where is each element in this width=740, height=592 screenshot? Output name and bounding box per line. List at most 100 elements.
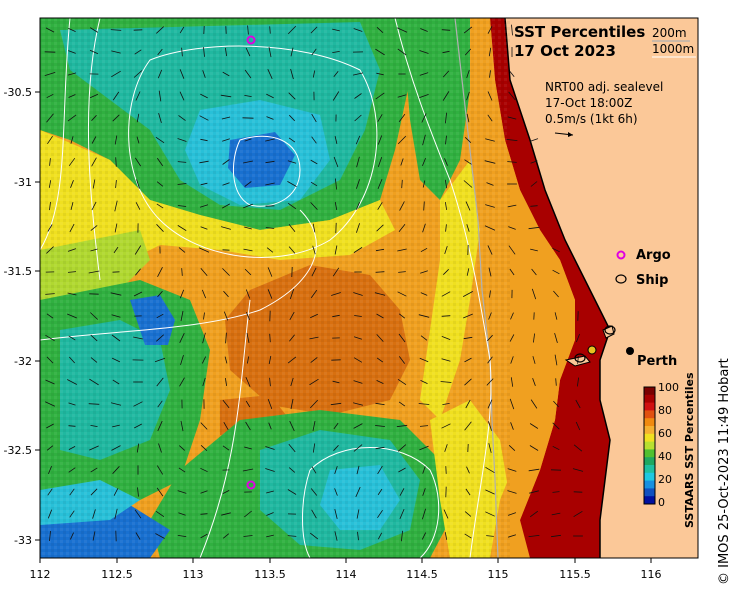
- current-vector: [573, 510, 583, 518]
- current-vector: [333, 156, 339, 168]
- current-vector: [288, 246, 296, 254]
- sealevel-contour-south-eddy: [302, 447, 440, 558]
- ship-marker-2[interactable]: [574, 353, 586, 363]
- current-vector: [506, 139, 518, 141]
- current-vector: [422, 134, 426, 146]
- current-vector: [244, 95, 252, 97]
- current-vector: [89, 445, 99, 451]
- current-vector: [486, 182, 494, 186]
- current-vector: [422, 488, 426, 496]
- perth-location-dot: [626, 347, 634, 355]
- current-vector: [137, 487, 139, 497]
- current-vector: [441, 423, 451, 429]
- current-vector: [156, 313, 164, 319]
- colorbar-swatch: [644, 387, 655, 396]
- current-vector: [266, 93, 274, 99]
- current-vector: [398, 401, 406, 407]
- current-vector: [67, 248, 77, 252]
- current-vector: [441, 29, 451, 31]
- current-vector: [46, 113, 54, 123]
- colorbar-swatch: [644, 426, 655, 435]
- sealevel-contour-center: [40, 209, 317, 558]
- current-vector: [398, 333, 406, 343]
- current-vector: [156, 26, 164, 34]
- current-vector: [223, 421, 229, 431]
- current-vector: [288, 443, 296, 453]
- current-vector: [156, 224, 164, 232]
- current-vector: [157, 48, 163, 56]
- current-vector: [376, 224, 384, 232]
- current-vector: [375, 48, 385, 56]
- current-vector: [376, 334, 384, 342]
- current-vector: [508, 245, 516, 255]
- current-vector: [377, 202, 383, 210]
- current-vector: [401, 530, 403, 542]
- current-vector: [485, 511, 495, 517]
- sst-region-coastal-red: [490, 18, 610, 558]
- current-vector: [310, 181, 318, 187]
- current-vector: [399, 508, 405, 520]
- colorbar-tick-80: 80: [658, 404, 672, 417]
- current-vector: [466, 113, 470, 123]
- current-vector: [463, 180, 473, 188]
- current-vector: [554, 332, 558, 344]
- current-vector: [222, 268, 230, 276]
- current-vector: [244, 181, 252, 187]
- current-vector: [421, 532, 427, 540]
- current-vector: [507, 490, 517, 494]
- ship-marker[interactable]: [604, 325, 616, 335]
- current-vector: [157, 290, 163, 298]
- current-vector: [243, 160, 253, 164]
- current-vector: [419, 425, 429, 427]
- current-vector: [554, 354, 558, 366]
- current-vector: [265, 468, 275, 472]
- current-vector: [48, 180, 52, 188]
- current-vector: [200, 513, 208, 515]
- current-vector: [353, 423, 363, 429]
- x-tick-label: 114.5: [406, 568, 438, 581]
- current-vector: [135, 268, 141, 276]
- current-vector: [397, 94, 407, 98]
- current-vector: [442, 403, 450, 405]
- current-vector: [422, 157, 426, 167]
- current-vector: [332, 91, 340, 101]
- current-vector: [419, 94, 429, 98]
- current-vector: [445, 135, 447, 145]
- current-vector: [289, 334, 295, 342]
- current-vector: [112, 424, 120, 428]
- current-vector: [114, 223, 118, 233]
- current-vector: [444, 444, 448, 452]
- current-vector: [334, 509, 338, 519]
- current-vector: [375, 425, 385, 427]
- map-date: 17 Oct 2023: [514, 42, 616, 60]
- current-vector: [466, 268, 470, 276]
- current-vector: [356, 202, 360, 210]
- current-vector: [290, 398, 294, 410]
- colorbar-tick-20: 20: [658, 473, 672, 486]
- current-vector: [133, 70, 143, 78]
- current-vector: [200, 93, 208, 99]
- current-vector: [507, 512, 517, 516]
- current-vector: [444, 532, 448, 540]
- current-vector: [44, 72, 56, 76]
- ship-marker-yellow[interactable]: [587, 345, 597, 355]
- current-vector: [445, 112, 447, 124]
- current-vector: [444, 158, 448, 166]
- current-vector: [222, 533, 230, 539]
- current-vector: [353, 292, 363, 296]
- current-vector: [575, 399, 581, 409]
- colorbar-title: SSTAARS SST Percentiles: [683, 372, 696, 528]
- current-vector: [45, 379, 55, 385]
- current-vector: [377, 488, 383, 496]
- colorbar-frame: [643, 386, 656, 505]
- current-vector: [399, 488, 405, 496]
- current-vector: [396, 27, 408, 33]
- colorbar-swatch: [644, 472, 655, 482]
- argo-float-marker-north[interactable]: [246, 35, 256, 45]
- current-vector: [377, 532, 383, 540]
- current-vector: [67, 292, 77, 296]
- current-vector: [309, 532, 319, 540]
- current-vector: [67, 271, 77, 273]
- current-vector: [400, 158, 404, 166]
- argo-float-marker[interactable]: [246, 480, 256, 490]
